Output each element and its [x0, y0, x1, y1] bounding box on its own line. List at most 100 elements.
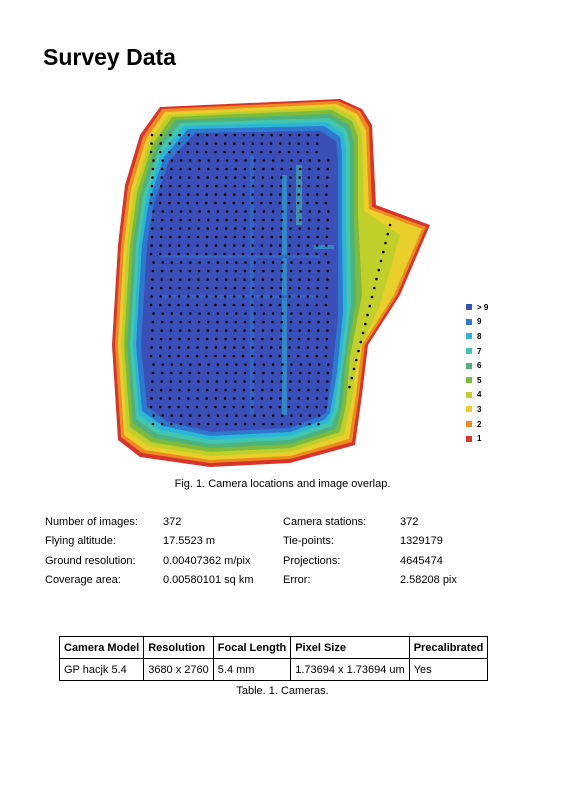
camera-dot: [215, 337, 218, 341]
camera-dot: [170, 210, 174, 213]
camera-dot: [298, 167, 302, 171]
camera-dot: [261, 278, 265, 281]
camera-dot: [196, 244, 199, 247]
camera-dot: [315, 244, 319, 247]
camera-dot: [152, 159, 155, 162]
camera-dot: [244, 312, 247, 315]
camera-dot: [149, 252, 153, 256]
camera-dot: [216, 269, 219, 273]
camera-dot: [373, 286, 376, 290]
camera-dot: [158, 354, 162, 358]
camera-dot: [178, 235, 181, 239]
camera-dot: [280, 176, 283, 179]
legend-item: 6: [466, 358, 488, 373]
camera-dot: [243, 278, 246, 281]
camera-dot: [179, 312, 183, 315]
camera-dot: [225, 371, 228, 375]
camera-dot: [179, 210, 183, 213]
camera-dot: [168, 150, 171, 154]
camera-dot: [224, 235, 227, 239]
camera-dot: [297, 193, 300, 196]
camera-dot: [178, 388, 181, 392]
camera-dot: [299, 312, 302, 315]
camera-dot: [151, 320, 155, 324]
camera-dot: [252, 371, 256, 375]
camera-dot: [169, 329, 173, 332]
camera-dot: [207, 210, 210, 213]
camera-dot: [234, 227, 237, 230]
camera-dot: [242, 397, 245, 400]
overlap-legend: > 9 9 8 7 6 5 4 3 2 1: [466, 300, 488, 446]
camera-dot: [160, 218, 164, 222]
camera-dot: [235, 312, 238, 315]
camera-dot: [261, 227, 265, 230]
camera-dot: [317, 320, 320, 324]
stat-label: Tie-points:: [283, 535, 334, 548]
camera-dot: [179, 261, 183, 264]
camera-dot: [159, 337, 163, 341]
camera-dot: [315, 150, 318, 154]
stat-label: Ground resolution:: [45, 554, 136, 567]
camera-dot: [151, 218, 155, 222]
camera-dot: [315, 397, 319, 400]
camera-dot: [388, 223, 392, 227]
legend-swatch: [466, 304, 472, 311]
camera-dot: [279, 235, 283, 239]
camera-dot: [243, 167, 247, 171]
camera-dot: [298, 227, 301, 230]
camera-dot: [288, 193, 291, 196]
camera-dot: [288, 286, 292, 290]
camera-dot: [361, 331, 365, 335]
camera-dot: [196, 346, 199, 349]
camera-dot: [278, 303, 282, 307]
camera-dot: [287, 252, 291, 256]
camera-dot: [206, 227, 209, 230]
camera-dot: [327, 363, 330, 366]
camera-dot: [158, 303, 162, 307]
camera-dot: [279, 184, 283, 188]
camera-dot: [307, 235, 310, 239]
camera-dot: [325, 235, 329, 239]
camera-dot: [214, 295, 218, 298]
camera-dot: [352, 367, 356, 371]
camera-dot: [214, 252, 217, 256]
camera-dot: [316, 227, 320, 230]
camera-dot: [252, 278, 255, 281]
camera-dot: [278, 354, 282, 358]
camera-dot: [169, 380, 173, 383]
camera-dot: [327, 159, 330, 162]
camera-dot: [235, 363, 238, 366]
camera-dot: [296, 252, 300, 256]
camera-dot: [281, 210, 284, 213]
camera-dot: [205, 133, 209, 137]
camera-dot: [368, 304, 372, 308]
camera-dot: [233, 184, 237, 188]
camera-dot: [296, 201, 300, 205]
page-title: Survey Data: [43, 44, 176, 70]
camera-dot: [289, 176, 292, 179]
camera-dot: [260, 354, 263, 358]
camera-dot: [188, 278, 191, 281]
stat-value: 1329179: [400, 535, 443, 548]
camera-dot: [150, 346, 153, 349]
camera-dot: [150, 337, 154, 341]
camera-dot: [187, 286, 191, 290]
camera-dot: [269, 193, 273, 196]
camera-dot: [244, 159, 247, 162]
camera-dot: [224, 227, 228, 230]
camera-dot: [307, 286, 310, 290]
camera-dot: [289, 269, 293, 273]
camera-dot: [260, 244, 264, 247]
camera-dot: [223, 354, 226, 358]
camera-dot: [326, 176, 329, 179]
camera-dot: [168, 193, 172, 196]
camera-dot: [269, 142, 273, 145]
camera-dot: [260, 397, 264, 400]
camera-dot: [290, 261, 293, 264]
camera-dot: [326, 218, 330, 222]
camera-dot: [168, 405, 171, 409]
figure-caption: Fig. 1. Camera locations and image overl…: [174, 478, 391, 490]
camera-dot: [262, 167, 265, 171]
camera-dot: [271, 363, 275, 366]
camera-dot: [315, 193, 319, 196]
